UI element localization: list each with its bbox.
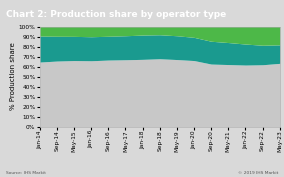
Text: © 2019 IHS Markit: © 2019 IHS Markit [238,171,278,175]
Text: Chart 2: Production share by operator type: Chart 2: Production share by operator ty… [6,10,226,19]
Text: Source: IHS Markit: Source: IHS Markit [6,171,46,175]
Y-axis label: % Production share: % Production share [10,43,16,110]
